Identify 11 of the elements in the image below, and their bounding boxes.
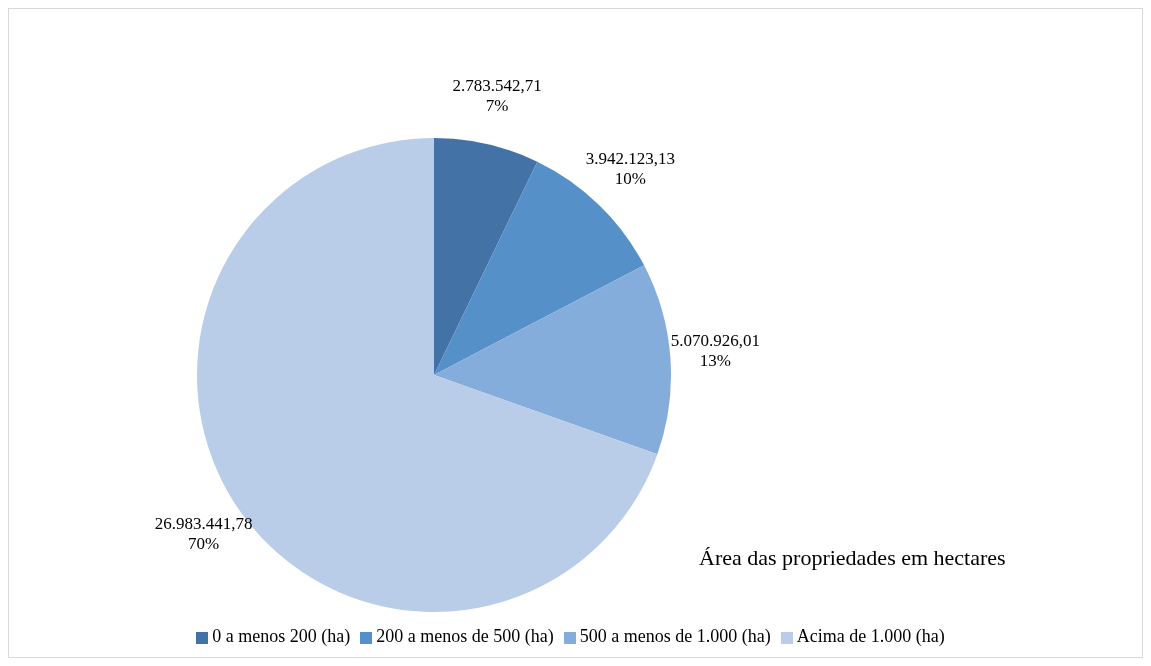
pie-slice (434, 138, 538, 375)
data-label: 5.070.926,01 13% (670, 331, 760, 371)
data-label: 26.983.441,78 70% (154, 513, 253, 553)
data-label: 2.783.542,71 7% (452, 76, 542, 116)
legend-label: 500 a menos de 1.000 (ha) (579, 626, 771, 646)
legend-label: 0 a menos 200 (ha) (212, 626, 351, 646)
pie-slice (434, 265, 671, 455)
legend-label: 200 a menos de 500 (ha) (376, 626, 554, 646)
text: Área das propriedades em hectares (699, 545, 1006, 571)
data-label: 3.942.123,13 10% (585, 148, 676, 188)
legend-label: Acima de 1.000 (ha) (796, 626, 945, 646)
